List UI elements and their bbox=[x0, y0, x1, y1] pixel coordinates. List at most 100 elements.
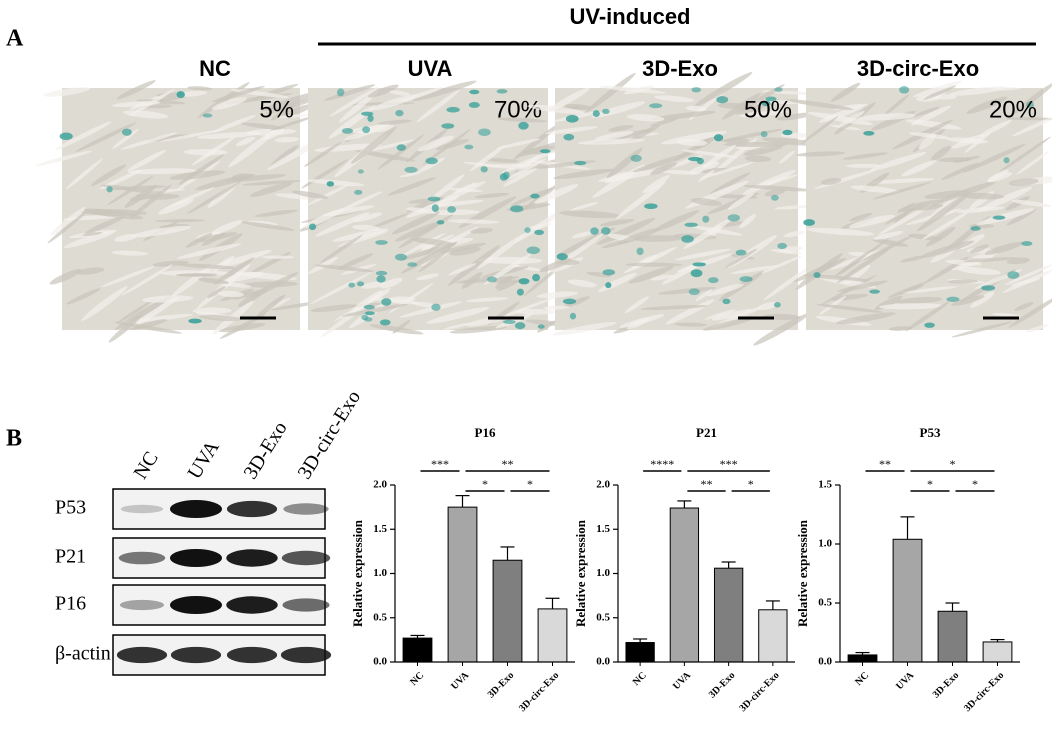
bar bbox=[447, 506, 478, 663]
group-name: 3D-Exo bbox=[642, 56, 718, 81]
stained-cell bbox=[469, 89, 480, 95]
group-name: NC bbox=[199, 56, 231, 81]
cell bbox=[947, 279, 978, 284]
lane-label: NC bbox=[129, 448, 162, 483]
cell bbox=[211, 85, 265, 103]
cell bbox=[176, 243, 242, 259]
cell bbox=[619, 314, 665, 328]
cell bbox=[418, 247, 452, 273]
stained-cell bbox=[765, 96, 777, 102]
cell bbox=[108, 315, 142, 343]
cell bbox=[127, 149, 167, 172]
cell bbox=[872, 182, 931, 200]
cell bbox=[897, 202, 915, 214]
cell bbox=[1006, 257, 1030, 265]
cell bbox=[483, 158, 519, 163]
cell bbox=[567, 279, 597, 288]
cell bbox=[941, 162, 980, 180]
cell bbox=[658, 287, 716, 295]
cell bbox=[201, 232, 226, 246]
cell bbox=[291, 190, 329, 199]
cell bbox=[901, 160, 937, 177]
cell bbox=[355, 150, 416, 162]
y-axis-label: Relative expression bbox=[795, 519, 810, 627]
cell bbox=[116, 80, 156, 100]
cell bbox=[169, 170, 226, 180]
cell bbox=[497, 117, 548, 123]
stained-cell bbox=[722, 298, 731, 305]
blot-band bbox=[170, 596, 222, 614]
cell bbox=[763, 265, 813, 301]
cell bbox=[963, 257, 1018, 263]
cell bbox=[702, 317, 754, 331]
cell bbox=[640, 304, 708, 311]
bar bbox=[982, 641, 1013, 663]
cell bbox=[795, 253, 843, 290]
significance-label: *** bbox=[431, 457, 449, 471]
stained-cell bbox=[354, 189, 363, 195]
cell bbox=[501, 149, 557, 174]
cell bbox=[165, 187, 215, 209]
stained-cell bbox=[760, 131, 768, 138]
cell bbox=[270, 145, 299, 167]
y-tick-label: 1.0 bbox=[596, 567, 610, 579]
cell bbox=[255, 294, 286, 319]
stained-cell bbox=[447, 206, 457, 213]
cell bbox=[676, 138, 708, 147]
cell bbox=[310, 272, 372, 305]
cell bbox=[922, 211, 969, 240]
cell bbox=[364, 138, 419, 152]
stained-cell bbox=[688, 156, 702, 162]
stained-cell bbox=[121, 128, 132, 136]
stained-cell bbox=[436, 220, 445, 225]
cell bbox=[872, 238, 909, 247]
stained-cell bbox=[563, 133, 575, 141]
stained-cell bbox=[1026, 101, 1035, 109]
stained-cell bbox=[518, 121, 529, 130]
x-tick-label: 3D-circ-Exo bbox=[517, 670, 561, 714]
cell bbox=[617, 227, 661, 245]
chart-title: P21 bbox=[696, 425, 717, 440]
cell bbox=[131, 225, 192, 238]
blot-band bbox=[120, 504, 164, 514]
blot-band bbox=[170, 549, 222, 567]
x-tick-label: UVA bbox=[671, 669, 694, 692]
cell bbox=[720, 128, 783, 142]
cell bbox=[207, 286, 226, 298]
lane-label: 3D-Exo bbox=[239, 418, 291, 483]
blot-band bbox=[118, 551, 166, 565]
cell bbox=[1014, 302, 1034, 311]
y-axis-label: Relative expression bbox=[573, 519, 588, 627]
cell bbox=[753, 313, 809, 346]
cell bbox=[351, 126, 397, 164]
cell bbox=[477, 233, 525, 270]
cell bbox=[776, 112, 813, 121]
stained-cell bbox=[357, 169, 364, 174]
stained-cell bbox=[771, 194, 779, 201]
blot-band bbox=[281, 550, 331, 566]
cell bbox=[820, 177, 842, 185]
bar bbox=[937, 610, 968, 663]
stained-cell bbox=[569, 312, 577, 320]
cell bbox=[557, 259, 580, 266]
cell bbox=[553, 168, 614, 180]
cell bbox=[837, 280, 888, 292]
cell bbox=[241, 122, 287, 130]
blot-band bbox=[170, 500, 222, 518]
x-tick-label: 3D-circ-Exo bbox=[962, 670, 1006, 714]
stained-cell bbox=[532, 273, 541, 282]
cell bbox=[690, 198, 722, 206]
cell bbox=[112, 128, 139, 149]
cell bbox=[895, 296, 943, 304]
cell bbox=[350, 290, 383, 313]
y-tick-label: 1.5 bbox=[818, 479, 832, 491]
cell bbox=[84, 208, 144, 220]
stained-cell bbox=[375, 270, 388, 276]
significance-label: * bbox=[482, 477, 488, 491]
stained-cell bbox=[803, 219, 815, 226]
cell bbox=[35, 150, 92, 166]
cell bbox=[176, 273, 218, 277]
cell bbox=[1011, 116, 1052, 137]
cell bbox=[159, 129, 225, 142]
significance-label: *** bbox=[720, 457, 738, 471]
